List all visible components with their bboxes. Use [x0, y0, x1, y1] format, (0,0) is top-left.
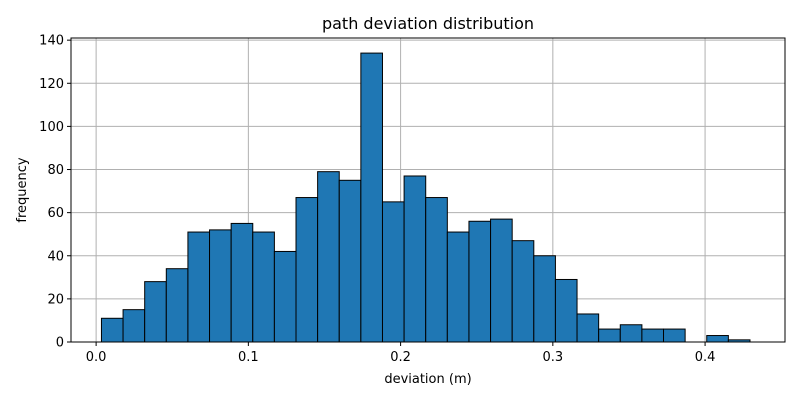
histogram-bar [619, 324, 643, 343]
histogram-bar [490, 218, 513, 343]
histogram-bar [576, 313, 600, 343]
x-tick-label: 0.1 [238, 350, 259, 365]
y-tick-label: 0 [56, 336, 64, 351]
y-tick-label: 80 [47, 163, 64, 178]
y-axis-label: frequency [15, 157, 30, 223]
histogram-bar [511, 240, 535, 343]
y-tick-label: 40 [47, 249, 64, 264]
histogram-bar [273, 250, 297, 343]
histogram-bar [100, 317, 124, 343]
histogram-bar [317, 171, 340, 343]
histogram-bar [122, 309, 146, 343]
y-tick-label: 100 [39, 120, 64, 135]
plot-frame [70, 37, 786, 343]
histogram-bar [641, 328, 665, 343]
histogram-bar [663, 328, 686, 343]
histogram-bar [230, 222, 254, 343]
histogram-bar [338, 179, 362, 343]
y-tick-label: 140 [39, 34, 64, 49]
chart-title: path deviation distribution [322, 14, 534, 33]
histogram-bar [425, 197, 448, 343]
histogram-bar [144, 281, 167, 343]
histogram-bar [295, 197, 319, 343]
histogram-bar [598, 328, 621, 343]
histogram-bar [360, 52, 383, 343]
histogram-bar [706, 335, 729, 343]
histogram-bar [165, 268, 189, 343]
histogram-bar [381, 201, 405, 343]
x-tick-label: 0.0 [86, 350, 107, 365]
x-tick-label: 0.3 [542, 350, 563, 365]
histogram-bar [554, 278, 578, 343]
y-tick-label: 20 [47, 292, 64, 307]
y-tick-label: 60 [47, 206, 64, 221]
x-tick-label: 0.2 [390, 350, 411, 365]
bars [100, 52, 751, 343]
histogram-bar [187, 231, 211, 343]
histogram-bar [468, 220, 492, 343]
histogram-bar [209, 229, 232, 343]
histogram-bar [403, 175, 427, 343]
histogram-bar [446, 231, 470, 343]
x-axis-label: deviation (m) [384, 372, 471, 387]
histogram-bar [252, 231, 275, 343]
y-tick-label: 120 [39, 77, 64, 92]
ticks: 0.0 0.1 0.2 0.3 0.4 0 20 40 60 80 100 120 140 [39, 34, 715, 365]
x-tick-label: 0.4 [695, 350, 716, 365]
histogram-bar [533, 255, 556, 343]
